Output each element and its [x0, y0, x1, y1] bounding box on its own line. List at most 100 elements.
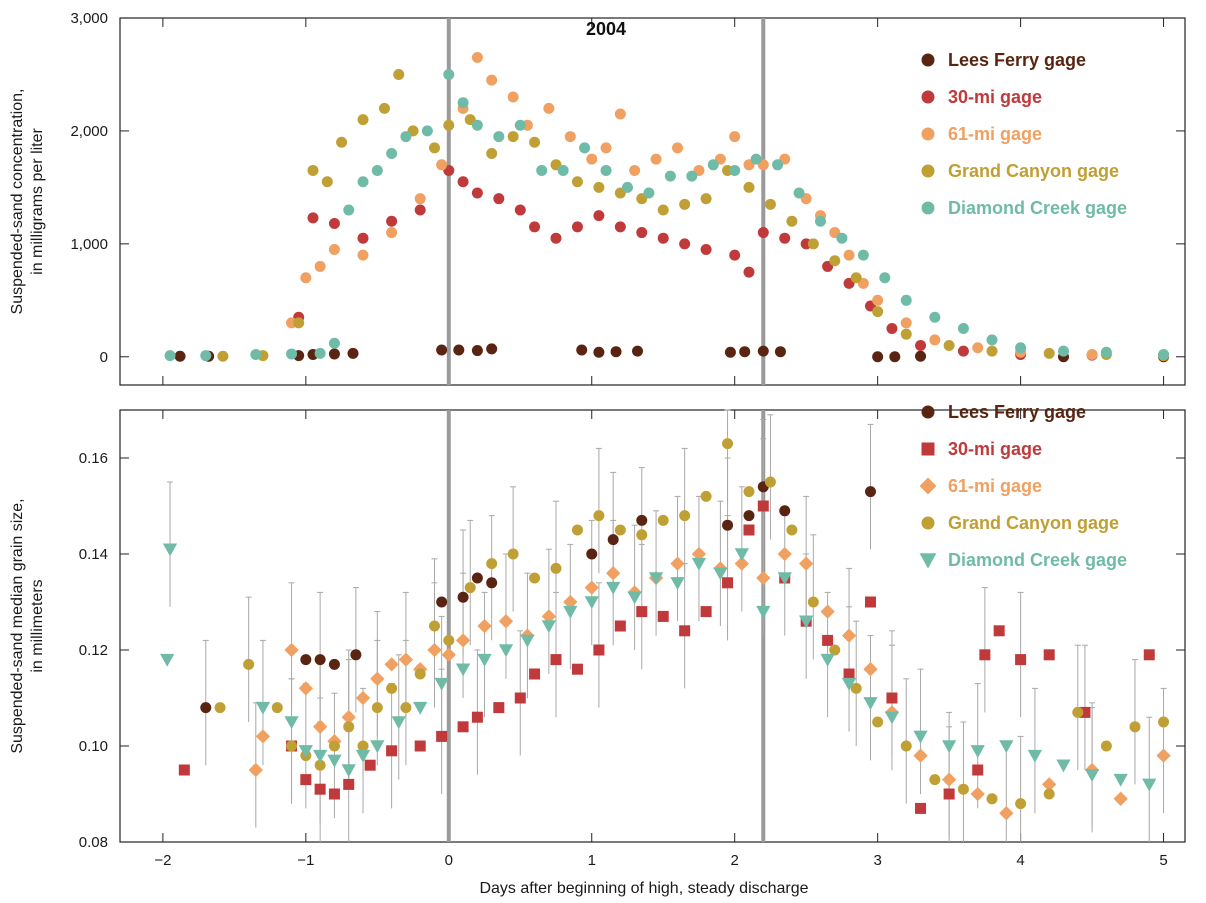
data-point	[314, 759, 326, 771]
data-point	[1158, 349, 1170, 361]
legend-label: 30-mi gage	[948, 439, 1042, 459]
data-point	[799, 615, 814, 629]
data-point	[284, 642, 299, 658]
data-point	[200, 350, 212, 362]
data-point	[427, 642, 442, 658]
data-point	[863, 662, 878, 677]
data-point	[550, 232, 562, 244]
data-point	[729, 164, 741, 176]
x-axis-label: Days after beginning of high, steady dis…	[479, 880, 808, 897]
data-point	[550, 654, 562, 666]
data-point	[627, 591, 642, 605]
data-point	[453, 344, 465, 356]
chart-title: 2004	[586, 19, 626, 39]
data-point	[529, 221, 541, 233]
data-point	[457, 176, 469, 188]
data-point	[636, 514, 648, 526]
data-point	[743, 266, 755, 278]
legend-label: Grand Canyon gage	[948, 513, 1119, 533]
data-point	[829, 255, 841, 267]
legend-marker	[921, 90, 935, 104]
data-point	[636, 227, 648, 239]
data-point	[477, 618, 492, 634]
data-point	[343, 778, 355, 790]
x-tick-label: 1	[588, 852, 596, 869]
data-point	[629, 164, 641, 176]
data-point	[1043, 649, 1055, 661]
data-point	[915, 802, 927, 814]
y-tick-label: 0	[100, 349, 108, 366]
data-point	[298, 681, 313, 696]
data-point	[614, 524, 626, 536]
data-point	[843, 249, 855, 261]
data-point	[929, 334, 941, 346]
data-point	[913, 730, 928, 744]
data-point	[610, 346, 622, 358]
data-point	[357, 232, 369, 244]
data-point	[298, 745, 313, 758]
data-point	[571, 663, 583, 675]
data-point	[670, 556, 685, 571]
y-tick-label: 0.10	[79, 738, 108, 755]
data-point	[584, 580, 599, 595]
data-point	[312, 749, 328, 763]
data-point	[999, 740, 1014, 754]
legend-label: 61-mi gage	[948, 124, 1042, 144]
data-point	[293, 317, 305, 329]
data-point	[457, 591, 469, 603]
data-point	[386, 682, 398, 694]
data-point	[341, 710, 356, 725]
data-point	[648, 572, 664, 586]
legend-marker	[921, 53, 935, 67]
data-point	[657, 204, 669, 216]
data-point	[1086, 349, 1098, 361]
data-point	[347, 347, 359, 359]
data-point	[507, 91, 519, 103]
data-point	[471, 572, 483, 584]
data-point	[734, 548, 749, 562]
data-point	[779, 232, 791, 244]
data-point	[328, 348, 340, 360]
data-point	[370, 740, 385, 754]
data-point	[621, 181, 633, 193]
data-point	[164, 350, 176, 362]
data-point	[941, 740, 957, 754]
data-point	[498, 614, 514, 629]
data-point	[178, 764, 190, 776]
data-point	[679, 198, 691, 210]
data-point	[370, 671, 385, 686]
data-point	[657, 610, 669, 622]
data-point	[286, 348, 298, 360]
data-point	[400, 131, 412, 143]
data-point	[579, 142, 591, 154]
data-point	[857, 249, 869, 261]
data-point	[593, 346, 605, 358]
data-point	[729, 249, 741, 261]
data-point	[327, 754, 342, 768]
data-point	[350, 649, 362, 661]
data-point	[879, 272, 891, 284]
data-point	[307, 212, 319, 224]
data-point	[884, 711, 900, 725]
data-point	[1057, 345, 1069, 357]
data-point	[691, 557, 707, 571]
y-axis-label: Suspended-sand median grain size, in mill…	[9, 498, 46, 753]
data-point	[657, 232, 669, 244]
data-point	[979, 649, 991, 661]
data-point	[943, 788, 955, 800]
data-point	[378, 102, 390, 114]
data-point	[328, 218, 340, 230]
data-point	[750, 153, 762, 165]
data-point	[486, 74, 498, 86]
data-point	[670, 577, 685, 590]
data-point	[822, 634, 834, 646]
legend-marker	[921, 516, 935, 530]
data-point	[328, 740, 340, 752]
data-point	[477, 653, 492, 667]
data-point	[250, 349, 262, 361]
data-point	[957, 783, 969, 795]
data-point	[900, 740, 912, 752]
data-point	[986, 334, 998, 346]
data-point	[970, 786, 985, 802]
data-point	[722, 577, 734, 589]
